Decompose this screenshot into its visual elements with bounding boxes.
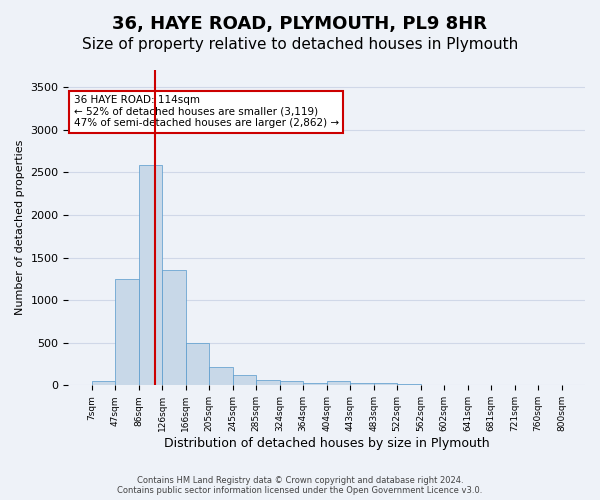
Bar [139,166,163,386]
Text: Size of property relative to detached houses in Plymouth: Size of property relative to detached ho… [82,38,518,52]
Bar [115,279,139,386]
X-axis label: Distribution of detached houses by size in Plymouth: Distribution of detached houses by size … [164,437,490,450]
Bar [209,366,233,386]
Bar [256,380,280,386]
Bar [374,383,397,386]
Bar [327,381,350,386]
Bar [163,270,186,386]
Bar [397,384,421,386]
Bar [350,383,374,386]
Bar [92,381,115,386]
Text: Contains HM Land Registry data © Crown copyright and database right 2024.
Contai: Contains HM Land Registry data © Crown c… [118,476,482,495]
Text: 36 HAYE ROAD: 114sqm
← 52% of detached houses are smaller (3,119)
47% of semi-de: 36 HAYE ROAD: 114sqm ← 52% of detached h… [74,95,338,128]
Bar [233,375,256,386]
Bar [303,383,327,386]
Y-axis label: Number of detached properties: Number of detached properties [15,140,25,316]
Text: 36, HAYE ROAD, PLYMOUTH, PL9 8HR: 36, HAYE ROAD, PLYMOUTH, PL9 8HR [113,15,487,33]
Bar [280,381,303,386]
Bar [186,342,209,386]
